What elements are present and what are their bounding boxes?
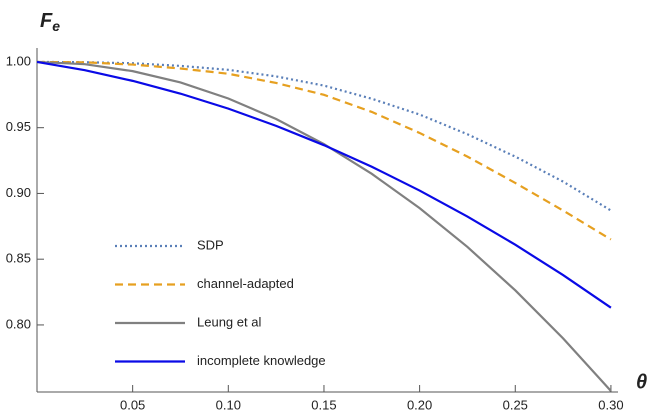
series-line (36, 60, 612, 309)
legend-label: incomplete knowledge (197, 353, 326, 368)
y-tick-label: 0.95 (6, 119, 31, 134)
legend-label: channel-adapted (197, 276, 294, 291)
x-axis-label: θ (636, 371, 647, 393)
legend-label: Leung et al (197, 314, 261, 329)
x-tick-label: 0.20 (407, 397, 432, 412)
y-tick-label: 0.90 (6, 185, 31, 200)
x-tick-label: 0.15 (311, 397, 336, 412)
x-tick-label: 0.05 (120, 397, 145, 412)
legend-label: SDP (197, 237, 224, 252)
series-line (36, 60, 612, 212)
y-tick-label: 0.85 (6, 251, 31, 266)
y-axis-label: Fe (40, 10, 60, 33)
series-line (36, 60, 612, 392)
x-tick-label: 0.30 (598, 397, 623, 412)
x-tick-label: 0.25 (503, 397, 528, 412)
y-tick-label: 1.00 (6, 53, 31, 68)
y-tick-label: 0.80 (6, 316, 31, 331)
x-tick-label: 0.10 (216, 397, 241, 412)
series-line (36, 60, 612, 241)
